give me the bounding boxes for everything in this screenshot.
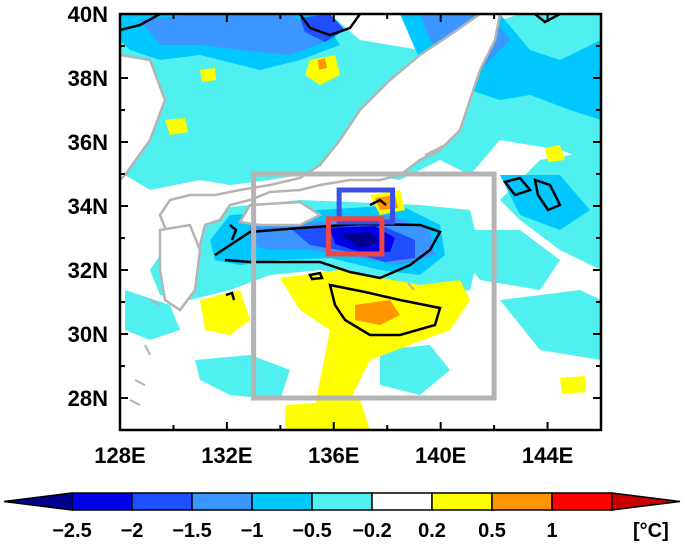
lon-label: 128E <box>94 443 145 468</box>
colorbar <box>3 492 681 511</box>
colorbar-level-label: 0.5 <box>478 520 506 542</box>
lat-label: 40N <box>68 2 108 27</box>
colorbar-level-label: −1.5 <box>172 520 211 542</box>
colorbar-box <box>371 492 433 511</box>
lon-label: 132E <box>201 443 252 468</box>
significance-contours <box>120 14 562 337</box>
lat-label: 30N <box>68 322 108 347</box>
lon-label: 144E <box>522 443 573 468</box>
lat-label: 28N <box>68 386 108 411</box>
colorbar-box <box>71 492 133 511</box>
lat-label: 32N <box>68 258 108 283</box>
colorbar-level-label: −2.5 <box>52 520 91 542</box>
lon-label: 140E <box>415 443 466 468</box>
longitude-labels: 128E 132E 136E 140E 144E <box>94 443 573 468</box>
colorbar-triangle-low <box>3 492 73 511</box>
region-boxes <box>251 171 497 401</box>
coastline <box>120 14 502 312</box>
colorbar-box <box>251 492 313 511</box>
colorbar-level-label: −0.5 <box>292 520 331 542</box>
axis-ticks <box>119 13 602 431</box>
latitude-labels: 40N 38N 36N 34N 32N 30N 28N <box>68 2 108 411</box>
colorbar-box <box>191 492 253 511</box>
colorbar-level-label: −1 <box>241 520 264 542</box>
colorbar-box <box>551 492 613 511</box>
colorbar-box <box>131 492 193 511</box>
lat-label: 34N <box>68 194 108 219</box>
plot-frame <box>118 12 603 432</box>
blue-region-box <box>336 187 396 225</box>
lon-label: 136E <box>308 443 359 468</box>
colorbar-level-label: 1 <box>546 520 557 542</box>
lat-label: 38N <box>68 66 108 91</box>
anomaly-field <box>120 14 601 430</box>
lat-label: 36N <box>68 130 108 155</box>
anomaly-fill-extreme-negative <box>340 232 380 248</box>
colorbar-level-label: −0.2 <box>352 520 391 542</box>
colorbar-box <box>491 492 553 511</box>
colorbar-level-label: −2 <box>121 520 144 542</box>
colorbar-box <box>311 492 373 511</box>
islands <box>129 144 446 406</box>
colorbar-level-label: 0.2 <box>418 520 446 542</box>
colorbar-box <box>431 492 493 511</box>
red-region-box <box>325 216 385 257</box>
colorbar-unit: [°C] <box>633 520 669 542</box>
anomaly-fill-positive <box>165 55 586 430</box>
colorbar-triangle-high <box>611 492 681 511</box>
gray-region-box <box>251 171 497 401</box>
colorbar-labels: −2.5 −2 −1.5 −1 −0.5 −0.2 0.2 0.5 1 <box>52 520 557 542</box>
